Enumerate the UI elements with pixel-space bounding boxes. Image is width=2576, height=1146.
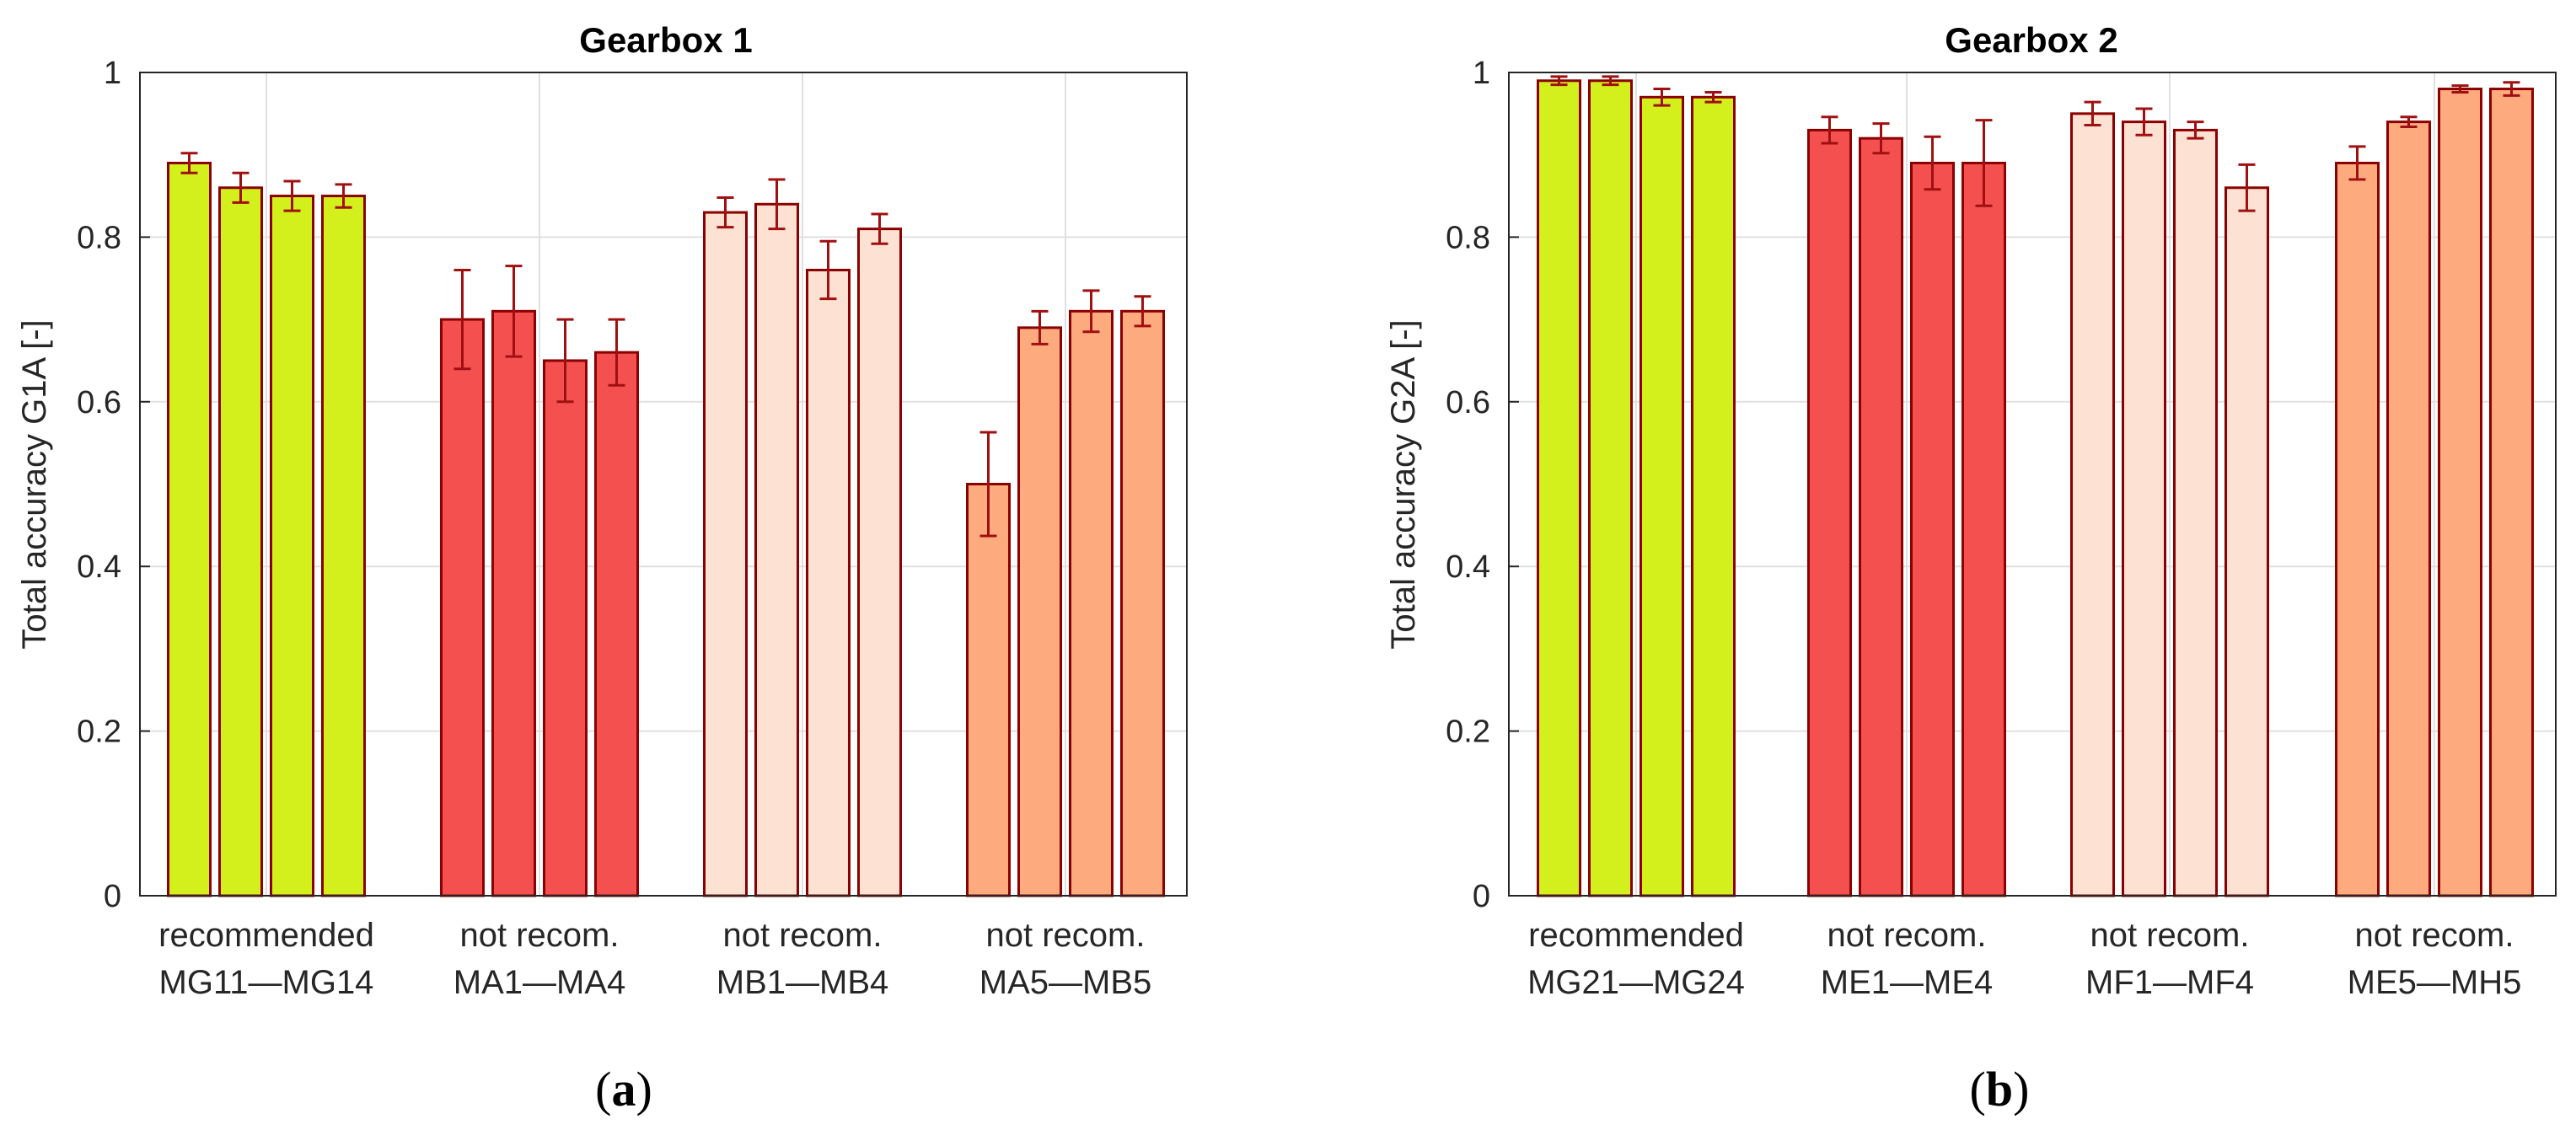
y-tick-label: 0.6: [1446, 385, 1490, 420]
bar: [1910, 161, 1955, 897]
y-axis-label: Total accuracy G2A [-]: [1385, 319, 1422, 649]
x-group-sublabel: ME5—MH5: [2348, 964, 2522, 1001]
bar: [440, 318, 485, 897]
bar: [491, 309, 536, 897]
bar: [703, 211, 748, 897]
x-group-label: not recom.: [1827, 917, 1987, 954]
x-group-label: recommended: [1528, 917, 1744, 954]
x-group-label: not recom.: [2355, 917, 2514, 954]
chart-title: Gearbox 1: [579, 20, 752, 60]
x-group-sublabel: ME1—ME4: [1821, 964, 1994, 1001]
x-group-sublabel: MA1—MA4: [453, 964, 626, 1001]
bar: [1691, 95, 1736, 897]
y-tick-label: 0: [1473, 879, 1490, 914]
x-group-sublabel: MA5—MB5: [979, 964, 1152, 1001]
bar: [1017, 326, 1062, 897]
bar: [543, 359, 588, 897]
bar: [1537, 79, 1581, 897]
axes-box: [1508, 72, 2557, 897]
panel-label: (a): [595, 1062, 652, 1117]
bar: [2335, 161, 2380, 897]
y-axis-label: Total accuracy G1A [-]: [16, 319, 53, 649]
x-group-label: not recom.: [2090, 917, 2250, 954]
x-group-sublabel: MG21—MG24: [1527, 964, 1745, 1001]
x-group-label: not recom.: [986, 917, 1146, 954]
bar: [1962, 161, 2006, 897]
x-group-label: not recom.: [460, 917, 620, 954]
bar: [2386, 120, 2431, 897]
bar: [2070, 112, 2115, 897]
x-group-sublabel: MF1—MF4: [2085, 964, 2254, 1001]
bar: [2122, 120, 2166, 897]
y-tick-label: 1: [104, 56, 121, 91]
y-tick-label: 0.2: [1446, 715, 1490, 750]
y-tick-label: 0.2: [77, 715, 121, 750]
bar: [1588, 79, 1633, 897]
bar: [270, 195, 314, 897]
y-tick-label: 0.6: [77, 385, 121, 420]
bar: [754, 202, 799, 897]
bar: [2224, 186, 2269, 897]
bar: [1859, 137, 1903, 897]
bar: [2489, 88, 2534, 897]
x-group-sublabel: MB1—MB4: [716, 964, 889, 1001]
chart-gearbox-1: Gearbox 1 Total accuracy G1A [-] (a) 0 0.…: [16, 20, 1188, 1117]
bar: [167, 161, 212, 897]
bar: [1069, 309, 1114, 897]
bar: [1640, 95, 1684, 897]
bar: [218, 186, 263, 897]
y-tick-label: 1: [1473, 56, 1490, 91]
x-group-label: not recom.: [723, 917, 883, 954]
bar: [594, 351, 639, 897]
bar: [321, 195, 366, 897]
bar: [1120, 309, 1165, 897]
x-group-sublabel: MG11—MG14: [159, 964, 374, 1001]
chart-gearbox-2: Gearbox 2 Total accuracy G2A [-] (b) 0 0.…: [1385, 20, 2557, 1117]
bar: [2173, 128, 2218, 897]
bar: [1807, 128, 1852, 897]
bar: [966, 483, 1011, 897]
panel-label: (b): [1970, 1062, 2030, 1117]
y-tick-label: 0.8: [1446, 220, 1490, 255]
chart-title: Gearbox 2: [1945, 20, 2117, 60]
axes-box: [139, 72, 1188, 897]
y-tick-label: 0.8: [77, 220, 121, 255]
y-tick-label: 0.4: [77, 549, 121, 585]
y-tick-label: 0: [104, 879, 121, 914]
x-group-label: recommended: [158, 917, 374, 954]
y-tick-label: 0.4: [1446, 549, 1490, 585]
bar: [857, 228, 902, 897]
bar: [806, 268, 851, 897]
bar: [2438, 88, 2482, 897]
